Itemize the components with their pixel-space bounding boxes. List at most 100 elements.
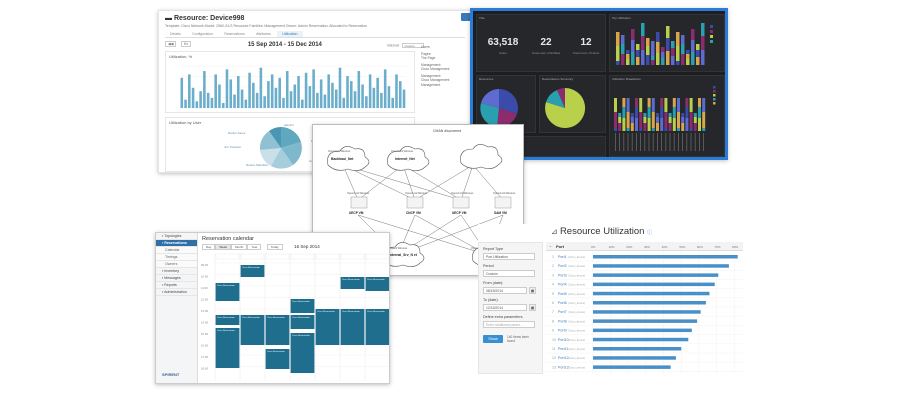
breakdown-bar	[656, 117, 659, 123]
event-label: Cisco Reservation	[267, 350, 286, 353]
utilization-bar	[218, 84, 221, 108]
sidebar-item-messages[interactable]: ▪ Messages	[156, 275, 197, 282]
prev-range-button[interactable]: ◀◀	[165, 41, 177, 47]
utilization-bar	[365, 96, 368, 108]
utilization-bar	[263, 96, 266, 108]
calendar-event[interactable]	[365, 309, 390, 345]
port-link[interactable]: Port9	[558, 329, 567, 333]
report-type-select[interactable]: Port Utilization	[483, 253, 535, 260]
utilization-bar	[184, 99, 187, 108]
period-select[interactable]: Custom	[483, 270, 535, 277]
port-link[interactable]: Port4	[558, 283, 567, 287]
device-label: (Cisco_device)	[568, 255, 585, 259]
port-link[interactable]: Port13	[558, 365, 569, 369]
interval-select[interactable]: Custom	[402, 43, 425, 48]
scale-label: 30%	[644, 245, 650, 249]
help-icon[interactable]: ⓘ	[647, 230, 653, 236]
calendar-event[interactable]	[340, 277, 365, 289]
stacked-bar	[666, 26, 670, 38]
calendar-event[interactable]	[365, 277, 390, 291]
time-label: 10:00	[201, 275, 208, 279]
calendar-event[interactable]	[290, 299, 315, 313]
calendar-event[interactable]	[315, 309, 340, 345]
port-link[interactable]: Port8	[558, 319, 567, 323]
time-label: 18:00	[201, 367, 208, 371]
calendar-event[interactable]	[215, 315, 240, 325]
sidebar-item-reports[interactable]: ▪ Reports	[156, 282, 197, 289]
utilization-bar	[274, 87, 278, 108]
show-button[interactable]: Show	[483, 335, 503, 343]
event-label: Cisco Reservation	[292, 316, 311, 319]
breakdown-bar	[672, 107, 676, 118]
calendar-event[interactable]	[240, 265, 265, 277]
stacked-bar	[656, 32, 660, 42]
utilization-bar	[383, 69, 387, 108]
view-year[interactable]: Year	[247, 244, 262, 250]
port-link[interactable]: Port7	[558, 310, 567, 314]
vm-node	[406, 196, 424, 209]
port-link[interactable]: Port12	[558, 356, 569, 360]
port-link[interactable]: Port10	[558, 338, 569, 342]
from-date-input[interactable]: 08/15/2014	[483, 287, 527, 294]
view-day[interactable]: Day	[202, 244, 216, 250]
chevron-icon[interactable]: ⌄	[549, 244, 552, 248]
calendar-event[interactable]	[290, 315, 315, 329]
to-date-input[interactable]: 12/15/2014	[483, 304, 527, 311]
port-column-header[interactable]: Port	[556, 244, 564, 249]
stacked-bar	[616, 61, 620, 65]
breakdown-bar	[626, 112, 630, 128]
calendar-icon[interactable]: ▦	[529, 287, 536, 294]
view-week[interactable]: Week	[215, 244, 231, 250]
utilization-bar	[319, 79, 323, 108]
breakdown-bar	[647, 118, 651, 131]
tab-utilization[interactable]: Utilization	[277, 31, 303, 37]
port-link[interactable]: Port6	[558, 301, 567, 305]
calendar-event[interactable]	[215, 283, 240, 301]
stacked-bar	[626, 50, 630, 54]
calendar-icon[interactable]: ▦	[529, 304, 536, 311]
utilization-bar	[270, 74, 274, 108]
utilization-bar	[180, 77, 184, 108]
calendar-event[interactable]	[215, 328, 240, 368]
sidebar-item-timings[interactable]: Timings	[156, 254, 197, 261]
calendar-event[interactable]	[340, 309, 365, 345]
port-link[interactable]: Port3	[558, 273, 567, 277]
breakdown-bar	[689, 128, 693, 131]
extra-params-input[interactable]: Enter additional param...	[483, 321, 535, 328]
stacked-bar	[691, 52, 695, 65]
today-button[interactable]: Today	[266, 244, 283, 250]
calendar-event[interactable]	[240, 315, 265, 345]
breakdown-bar	[643, 117, 647, 123]
svg-text:Openstack Wireless: Openstack Wireless	[328, 150, 351, 153]
view-month[interactable]: Month	[230, 244, 248, 250]
utilization-bar	[195, 101, 199, 108]
event-label: Cisco Reservation	[217, 284, 236, 287]
utilization-bar	[346, 76, 349, 108]
sidebar-item-topologies[interactable]: ▪ Topologies	[156, 233, 197, 240]
event-label: Cisco Reservation	[367, 310, 386, 313]
export-button[interactable]: Ex	[181, 41, 192, 47]
report-form: Report Type Port Utilization Period Cust…	[478, 242, 543, 374]
port-link[interactable]: Port5	[558, 292, 567, 296]
sidebar-item-administration[interactable]: ▪ Administration	[156, 289, 197, 296]
calendar-event[interactable]	[290, 333, 315, 373]
calendar-event[interactable]	[265, 349, 290, 369]
sidebar-item-owners[interactable]: Owners	[156, 261, 197, 268]
calendar-event[interactable]	[265, 315, 290, 345]
calendar-date: 16 Sep 2014	[294, 244, 320, 249]
sidebar-item-calendar[interactable]: Calendar	[156, 247, 197, 254]
action-button[interactable]	[461, 13, 473, 21]
svg-text:OpenvLink Wireless: OpenvLink Wireless	[405, 192, 428, 195]
port-link[interactable]: Port2	[558, 264, 567, 268]
tab-attributes[interactable]: Attributes	[256, 32, 271, 36]
port-link[interactable]: Port1	[558, 255, 567, 259]
utilization-bar	[244, 99, 248, 108]
side-info: Users Pages: The Page Management: Cisco …	[421, 45, 450, 87]
sidebar-item-reservations[interactable]: ▪ Reservations	[156, 240, 197, 247]
vm-node	[350, 196, 368, 209]
tab-configuration[interactable]: Configuration	[192, 32, 213, 36]
tab-reservations[interactable]: Reservations	[224, 32, 245, 36]
sidebar-item-inventory[interactable]: ▪ Inventory	[156, 268, 197, 275]
tab-details[interactable]: Details	[170, 32, 181, 36]
port-link[interactable]: Port11	[558, 347, 568, 351]
